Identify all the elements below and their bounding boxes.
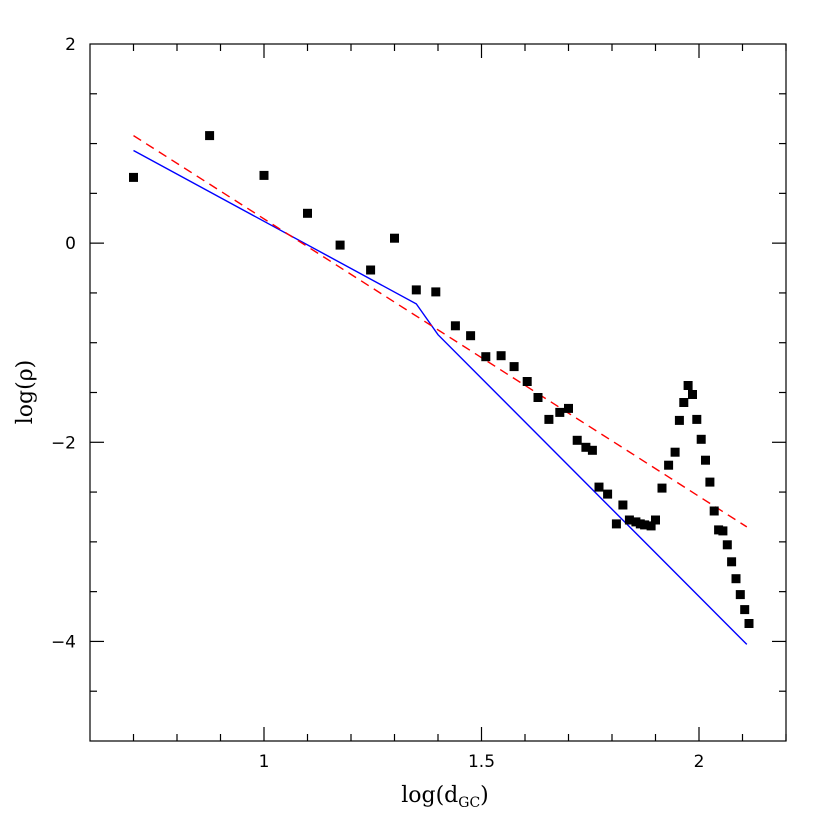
data-point <box>411 285 421 295</box>
y-axis-label: log(ρ) <box>13 360 38 424</box>
solid-fit-line <box>133 149 748 645</box>
x-tick-label: 1.5 <box>468 752 495 772</box>
y-tick-label: 2 <box>65 35 76 55</box>
data-point <box>683 381 693 390</box>
data-points <box>129 131 754 628</box>
tick-labels: 1 1.5 2 −4 −2 0 2 <box>51 35 704 772</box>
data-point <box>740 605 750 615</box>
x-tick-label: 1 <box>259 752 270 772</box>
fit-lines <box>133 135 748 645</box>
x-axis-label: log(dGC) <box>401 783 489 811</box>
data-point <box>709 506 719 516</box>
data-point <box>431 287 441 297</box>
data-point <box>679 398 689 407</box>
dashed-fit-line <box>133 135 748 528</box>
data-point <box>509 362 519 372</box>
data-point <box>640 520 650 530</box>
data-point <box>735 590 745 600</box>
data-point <box>731 574 741 584</box>
data-point <box>696 434 706 444</box>
data-point <box>129 172 138 182</box>
data-point <box>674 415 684 425</box>
data-point <box>303 208 312 218</box>
data-point <box>651 515 660 525</box>
plot-frame <box>89 43 787 742</box>
data-point <box>572 435 582 445</box>
data-point <box>705 477 715 487</box>
x-tick-label: 2 <box>694 752 705 772</box>
data-point <box>744 619 754 628</box>
data-point <box>555 407 565 417</box>
data-point <box>481 352 491 362</box>
data-point <box>727 557 737 567</box>
data-point <box>664 460 674 470</box>
data-point <box>688 390 697 399</box>
data-point <box>701 455 710 465</box>
data-point <box>390 233 399 243</box>
data-point <box>581 442 591 452</box>
data-point <box>692 414 702 424</box>
data-point <box>618 500 628 510</box>
data-point <box>496 351 506 361</box>
data-point <box>624 515 634 525</box>
data-point <box>603 489 613 499</box>
data-point <box>335 240 345 250</box>
data-point <box>722 540 732 550</box>
y-tick-label: −4 <box>51 632 76 652</box>
data-point <box>670 447 680 457</box>
data-point <box>259 170 269 180</box>
data-point <box>366 265 376 275</box>
axis-ticks <box>90 44 787 741</box>
data-point <box>544 414 554 424</box>
data-point <box>533 393 543 402</box>
data-point <box>718 526 728 536</box>
data-point <box>522 377 532 386</box>
y-tick-label: −2 <box>51 433 76 453</box>
data-point <box>205 131 215 141</box>
data-point <box>657 483 667 493</box>
data-point <box>646 521 656 531</box>
data-point <box>450 321 460 331</box>
data-point <box>611 519 621 529</box>
data-point <box>594 482 604 492</box>
y-tick-label: 0 <box>65 234 76 254</box>
data-point <box>587 445 597 455</box>
data-point <box>564 403 573 413</box>
data-point <box>466 331 476 341</box>
